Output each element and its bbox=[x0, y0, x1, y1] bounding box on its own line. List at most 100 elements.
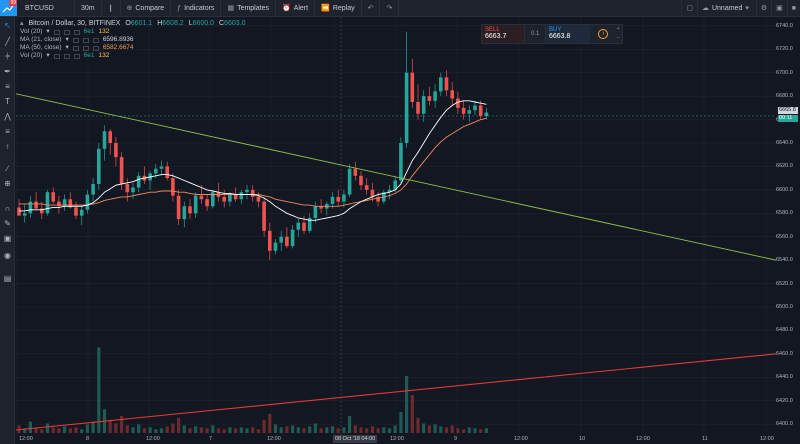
volume-bar bbox=[376, 428, 380, 433]
settings-toggle-icon[interactable] bbox=[63, 29, 70, 35]
price-axis-label: 6680.0 bbox=[776, 93, 793, 100]
prediction-icon[interactable]: ≡ bbox=[5, 127, 10, 136]
replay-button[interactable]: ⏪ Replay bbox=[315, 0, 362, 17]
candle-body bbox=[370, 189, 375, 197]
cloud-icon: ☁ bbox=[701, 5, 709, 12]
candle-body bbox=[336, 196, 340, 202]
eye-toggle-icon[interactable] bbox=[72, 37, 79, 43]
legend-indicator-vol2[interactable]: Vol (20) ▾ 6e1 132 bbox=[20, 52, 246, 60]
symbol-search-button[interactable]: BTCUSD bbox=[17, 0, 75, 17]
trend-lines[interactable] bbox=[16, 93, 776, 431]
zoom-in-icon[interactable]: ⊕ bbox=[4, 179, 11, 188]
brush-icon[interactable]: ✒ bbox=[4, 67, 11, 76]
templates-button[interactable]: ▦ Templates bbox=[221, 0, 276, 17]
snapshot-button[interactable]: ■ bbox=[786, 0, 800, 17]
trend-line-icon[interactable]: ╱ bbox=[5, 37, 10, 46]
redo-icon: ↷ bbox=[386, 5, 393, 12]
undo-button[interactable]: ↶ bbox=[362, 0, 381, 17]
candle-body bbox=[228, 194, 232, 202]
camera-icon: ■ bbox=[791, 4, 796, 12]
legend-indicator-vol[interactable]: Vol (20) ▾ 6e1 132 bbox=[20, 28, 246, 36]
eye-icon[interactable]: ◉ bbox=[4, 251, 11, 260]
candle-body bbox=[114, 143, 118, 158]
close-toggle-icon[interactable] bbox=[92, 37, 99, 43]
candle-body bbox=[439, 77, 443, 92]
text-icon[interactable]: T bbox=[5, 97, 10, 106]
layout-button[interactable]: ☁ Unnamed ▾ bbox=[696, 0, 756, 17]
ruler-icon[interactable]: ∕ bbox=[6, 164, 9, 173]
pitchfork-icon[interactable]: ⫩ bbox=[5, 52, 10, 61]
close-toggle-icon[interactable] bbox=[73, 53, 80, 59]
close-toggle-icon[interactable] bbox=[92, 45, 99, 51]
volume-bar bbox=[234, 428, 238, 433]
time-axis-label: 9 bbox=[454, 436, 458, 442]
candle-style-button[interactable]: ❙ bbox=[102, 0, 121, 17]
logo-icon[interactable]: 99 bbox=[0, 0, 17, 16]
lock-icon[interactable]: ▣ bbox=[3, 234, 12, 243]
candle-body bbox=[211, 192, 215, 207]
candle-body bbox=[165, 166, 169, 179]
alert-button[interactable]: ⏰ Alert bbox=[276, 0, 316, 17]
alert-label: Alert bbox=[293, 4, 309, 12]
candle-body bbox=[461, 107, 466, 114]
minus-icon[interactable]: − bbox=[616, 35, 620, 41]
chevron-up-icon[interactable]: ▴ bbox=[20, 20, 24, 27]
interval-button[interactable]: 30m bbox=[75, 0, 102, 17]
time-axis-label: 10 bbox=[579, 436, 586, 442]
candle-body bbox=[444, 77, 449, 91]
legend-indicator-ma21[interactable]: MA (21, close) ▾ 6596.8936 bbox=[20, 36, 246, 44]
arrow-up-icon[interactable]: ↑ bbox=[5, 142, 10, 151]
volume-bar bbox=[479, 429, 483, 433]
buy-price: 6663.8 bbox=[548, 33, 571, 40]
fib-retracement-icon[interactable]: ≡ bbox=[5, 82, 10, 91]
eye-toggle-icon[interactable] bbox=[72, 45, 79, 51]
cursor-icon[interactable]: ↖ bbox=[4, 21, 11, 30]
candle-body bbox=[188, 206, 192, 214]
close-toggle-icon[interactable] bbox=[73, 29, 80, 35]
settings-toggle-icon[interactable] bbox=[63, 53, 70, 59]
plus-icon[interactable]: + bbox=[616, 26, 620, 32]
chevron-down-icon[interactable]: ▾ bbox=[65, 44, 69, 51]
candle-body bbox=[108, 131, 112, 143]
candle-body bbox=[182, 206, 187, 220]
redo-button[interactable]: ↷ bbox=[380, 0, 400, 17]
fullscreen-button[interactable]: ▢ bbox=[681, 0, 697, 17]
multi-layout-button[interactable]: ▣ bbox=[771, 0, 787, 17]
volume-bar bbox=[422, 423, 426, 433]
indicators-button[interactable]: ƒ Indicators bbox=[171, 0, 222, 17]
buy-button[interactable]: BUY 6663.8 bbox=[544, 25, 591, 43]
eye-toggle-icon[interactable] bbox=[53, 29, 60, 35]
volume-bar bbox=[268, 414, 272, 433]
candle-body bbox=[131, 187, 135, 193]
volume-bar bbox=[194, 426, 198, 433]
open-value: 6601.1 bbox=[130, 20, 153, 27]
candle-body bbox=[205, 199, 209, 207]
volume-bar bbox=[154, 429, 158, 433]
chevron-down-icon[interactable]: ▾ bbox=[65, 36, 69, 43]
volume-bar bbox=[57, 428, 61, 433]
settings-toggle-icon[interactable] bbox=[82, 45, 89, 51]
time-axis-label: 12:00 bbox=[760, 436, 774, 442]
low-value: 6600.0 bbox=[192, 20, 215, 27]
candle-body bbox=[387, 189, 392, 193]
info-icon[interactable]: i bbox=[598, 29, 609, 39]
volume-bar bbox=[80, 429, 84, 433]
ohlc-high: H6608.2 bbox=[157, 20, 183, 28]
eye-toggle-icon[interactable] bbox=[53, 53, 60, 59]
chevron-down-icon[interactable]: ▾ bbox=[46, 28, 50, 35]
settings-toggle-icon[interactable] bbox=[82, 37, 89, 43]
sell-button[interactable]: SELL 6663.7 bbox=[482, 25, 526, 43]
price-chart[interactable] bbox=[16, 17, 776, 435]
pattern-icon[interactable]: ⋀ bbox=[4, 112, 11, 121]
magnet-icon[interactable]: ∩ bbox=[4, 204, 11, 213]
volume-bar bbox=[399, 412, 403, 433]
chevron-down-icon[interactable]: ▾ bbox=[46, 52, 50, 59]
compare-button[interactable]: ⊕ Compare bbox=[121, 0, 172, 17]
logo-chart-glyph bbox=[2, 3, 15, 13]
close-value: 6603.0 bbox=[224, 20, 246, 27]
trash-icon[interactable]: ▤ bbox=[3, 274, 12, 283]
stay-drawing-icon[interactable]: ✎ bbox=[4, 219, 11, 228]
volume-bar bbox=[108, 419, 112, 433]
settings-button[interactable]: ⚙ bbox=[755, 0, 771, 17]
legend-indicator-ma50[interactable]: MA (50, close) ▾ 6582.6674 bbox=[20, 44, 246, 52]
